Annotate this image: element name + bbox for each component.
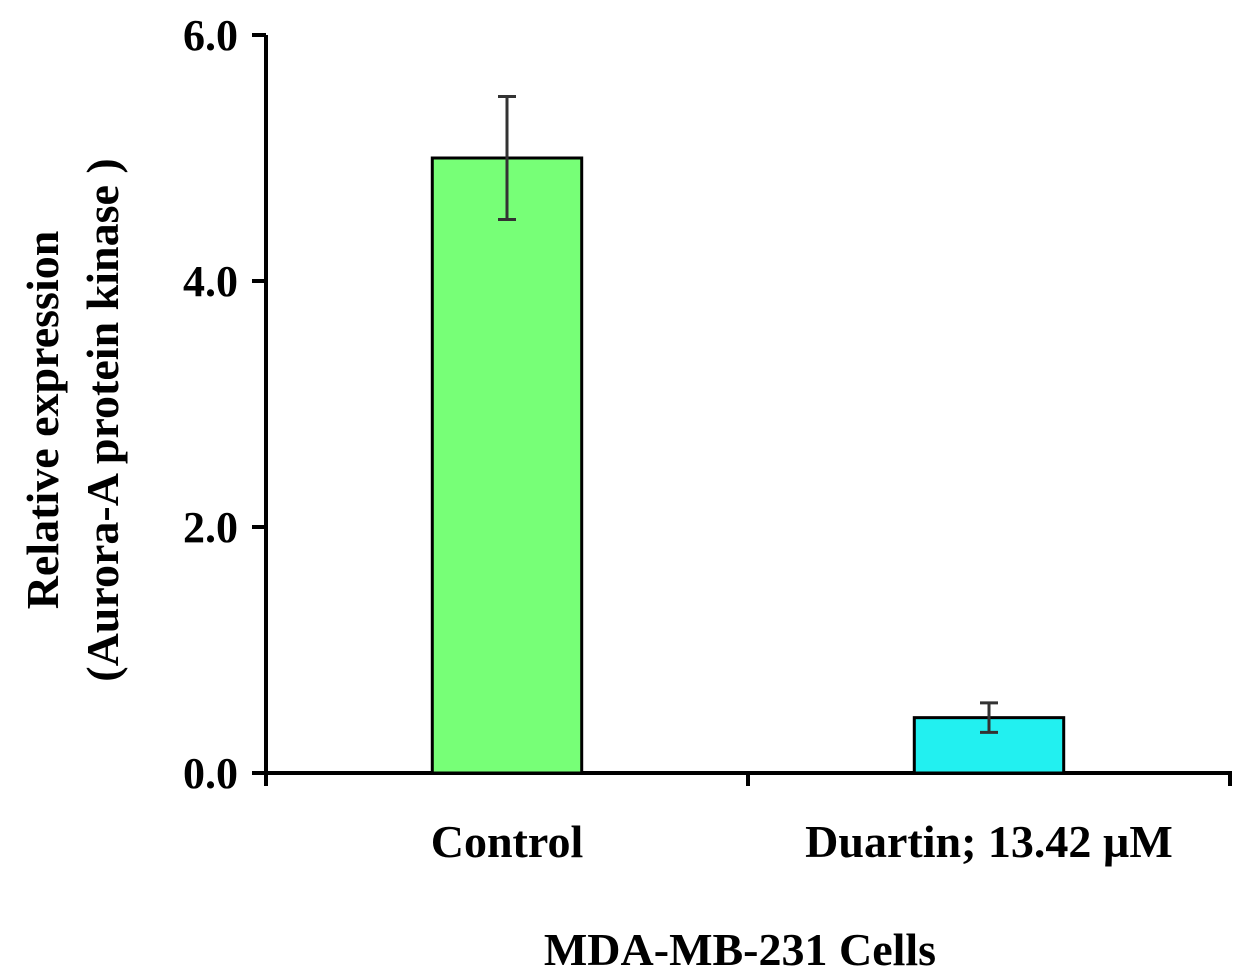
x-category-label: Duartin; 13.42 µM [805,816,1173,867]
x-category-label: Control [431,816,584,867]
x-axis-title: MDA-MB-231 Cells [544,924,936,975]
y-tick-label: 2.0 [183,503,238,552]
y-axis-title: Relative expression (Aurora-A protein ki… [17,158,128,681]
y-tick-label: 6.0 [183,11,238,60]
y-ticks: 0.0 2.0 4.0 6.0 [183,11,266,798]
error-bar [498,95,516,221]
error-bars [498,95,998,734]
y-axis-title-line-2: (Aurora-A protein kinase ) [77,158,128,681]
category-labels: Control Duartin; 13.42 µM [431,816,1173,867]
axes [264,35,1232,786]
error-bar [980,701,998,734]
y-axis-title-line-1: Relative expression [17,231,68,610]
bar [430,156,584,775]
bars [430,156,1066,775]
y-tick-label: 0.0 [183,749,238,798]
y-tick-label: 4.0 [183,257,238,306]
